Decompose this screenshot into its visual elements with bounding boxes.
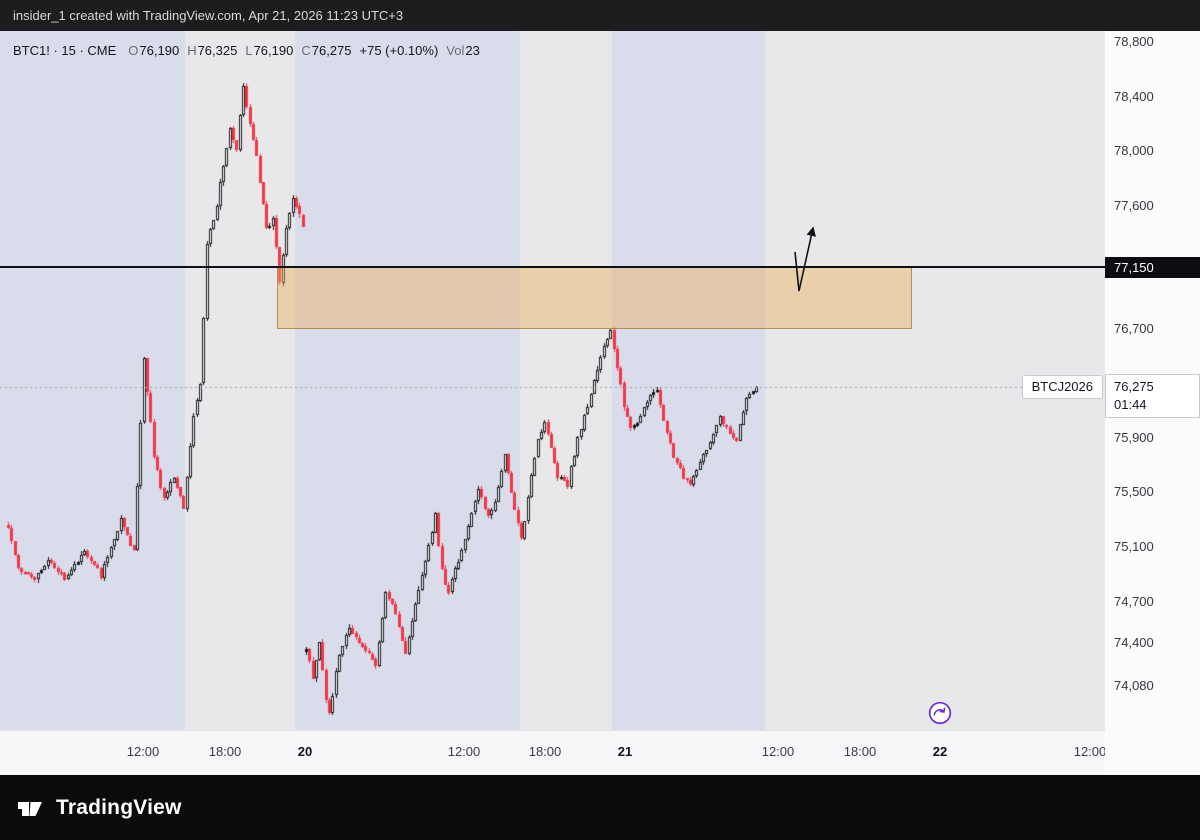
price-axis-label: 74,700 xyxy=(1114,593,1154,609)
current-price-badge: 76,275 01:44 xyxy=(1105,373,1200,418)
price-axis-label: 78,400 xyxy=(1114,88,1154,104)
price-axis[interactable]: 77,150 76,275 01:44 78,800 78,400 78,000 77… xyxy=(1105,31,1200,775)
arrow-drawing[interactable] xyxy=(778,214,826,302)
attribution-bar: insider_1 created with TradingView.com, … xyxy=(0,0,1200,31)
low-value-group: L 76,190 xyxy=(245,43,293,58)
volume-value: 23 xyxy=(465,43,480,58)
ohlc-legend: BTC1! · 15 · CME O 76,190 H 76,325 L 76,190… xyxy=(13,43,480,58)
circular-arrow-icon[interactable] xyxy=(927,700,953,726)
footer-bar: TradingView xyxy=(0,775,1200,840)
time-axis-label: 18:00 xyxy=(528,744,562,759)
close-label: C xyxy=(301,43,311,58)
close-value-group: C 76,275 xyxy=(301,43,351,58)
horizontal-price-line[interactable] xyxy=(0,266,1105,269)
price-axis-label: 75,100 xyxy=(1114,539,1154,555)
current-price-value: 76,275 xyxy=(1114,378,1154,394)
change-value: +75 (+0.10%) xyxy=(359,43,439,58)
circular-arrow-glyph xyxy=(928,701,952,725)
low-value: 76,190 xyxy=(253,43,294,58)
time-axis-label: 12:00 xyxy=(126,744,160,759)
symbol-title[interactable]: BTC1! · 15 · CME xyxy=(13,43,117,58)
open-label: O xyxy=(128,43,139,58)
attribution-text: insider_1 created with TradingView.com, … xyxy=(13,8,404,23)
time-axis-label: 18:00 xyxy=(843,744,877,759)
price-axis-label: 75,900 xyxy=(1114,429,1154,445)
time-axis-label: 12:00 xyxy=(1073,744,1105,759)
time-axis-label: 12:00 xyxy=(761,744,795,759)
tradingview-logo[interactable] xyxy=(16,794,44,822)
price-axis-label: 78,800 xyxy=(1114,33,1154,49)
price-axis-label: 75,500 xyxy=(1114,484,1154,500)
time-axis-label: 22 xyxy=(932,744,948,759)
price-line-badge: 77,150 xyxy=(1105,257,1200,279)
price-axis-label: 74,400 xyxy=(1114,634,1154,650)
brand-name[interactable]: TradingView xyxy=(56,795,182,819)
high-value: 76,325 xyxy=(197,43,238,58)
open-value: 76,190 xyxy=(139,43,180,58)
price-axis-label: 76,700 xyxy=(1114,320,1154,336)
price-axis-label: 77,600 xyxy=(1114,197,1154,213)
price-axis-label: 78,000 xyxy=(1114,143,1154,159)
time-axis-label: 12:00 xyxy=(447,744,481,759)
low-label: L xyxy=(245,43,253,58)
volume-label: Vol xyxy=(446,43,465,58)
time-axis[interactable]: 12:00 18:00 20 12:00 18:00 21 12:00 18:00 22 12:0… xyxy=(0,730,1105,775)
time-axis-label: 18:00 xyxy=(208,744,242,759)
bar-countdown: 01:44 xyxy=(1114,396,1147,412)
price-axis-label: 74,080 xyxy=(1114,678,1154,694)
high-value-group: H 76,325 xyxy=(187,43,237,58)
close-value: 76,275 xyxy=(311,43,352,58)
volume-group: Vol 23 xyxy=(446,43,480,58)
arrow-polyline[interactable] xyxy=(794,226,816,292)
time-axis-label: 21 xyxy=(617,744,633,759)
candlestick-chart-canvas[interactable] xyxy=(0,31,1105,730)
open-value-group: O 76,190 xyxy=(128,43,179,58)
contract-label[interactable]: BTCJ2026 xyxy=(1021,374,1103,399)
high-label: H xyxy=(187,43,197,58)
time-axis-label: 20 xyxy=(297,744,313,759)
